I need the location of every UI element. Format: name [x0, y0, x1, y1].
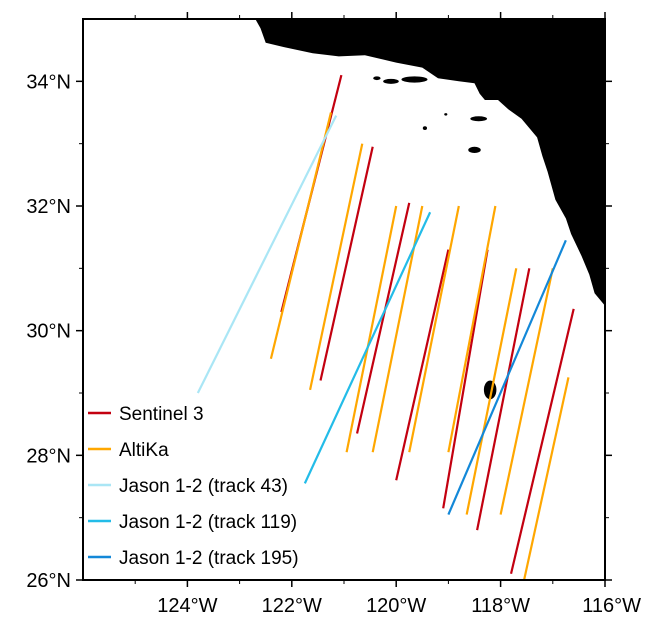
- track-layer: [196, 74, 575, 580]
- track-jason-119: [303, 211, 432, 484]
- track-jason-43: [196, 115, 338, 394]
- lat-tick-label: 26°N: [26, 570, 71, 592]
- track-altika: [345, 205, 398, 453]
- island: [470, 116, 488, 122]
- legend-label: Jason 1-2 (track 119): [119, 512, 297, 533]
- legend-label: Jason 1-2 (track 43): [119, 476, 288, 497]
- island: [444, 113, 448, 116]
- track-sentinel3: [476, 268, 531, 531]
- legend-label: Sentinel 3: [119, 404, 204, 425]
- track-altika: [465, 268, 518, 515]
- legend-label: AltiKa: [119, 440, 169, 461]
- lon-tick-label: 122°W: [262, 595, 322, 617]
- legend-label: Jason 1-2 (track 195): [119, 548, 299, 569]
- lat-tick-label: 30°N: [26, 321, 71, 343]
- track-sentinel3: [442, 249, 489, 509]
- legend: Sentinel 3 AltiKa Jason 1-2 (track 43) Jaso…: [88, 404, 299, 569]
- lat-tick-label: 32°N: [26, 196, 71, 218]
- island: [468, 146, 481, 154]
- track-altika: [408, 205, 460, 453]
- lon-tick-label: 118°W: [471, 595, 530, 617]
- tick-layer: 34°N 32°N 30°N 28°N 26°N 124°W 122°W 120°W 118°W…: [26, 12, 641, 617]
- lon-tick-label: 116°W: [582, 595, 641, 617]
- track-sentinel3: [509, 308, 575, 575]
- track-sentinel3: [395, 249, 450, 481]
- lon-tick-label: 120°W: [366, 595, 426, 617]
- track-altika: [499, 268, 554, 515]
- track-jason-195: [447, 239, 567, 515]
- island: [373, 76, 381, 81]
- island: [422, 126, 427, 130]
- coastline-land: [255, 19, 605, 306]
- lat-tick-label: 28°N: [26, 445, 71, 467]
- land-layer: [255, 19, 605, 400]
- track-sentinel3: [319, 146, 374, 381]
- island: [401, 76, 428, 83]
- island: [383, 78, 399, 84]
- lat-tick-label: 34°N: [26, 71, 71, 93]
- lon-tick-label: 124°W: [157, 595, 217, 617]
- track-altika: [447, 205, 497, 453]
- track-altika: [308, 143, 364, 391]
- track-altika: [269, 112, 333, 359]
- track-sentinel3: [355, 202, 411, 434]
- track-altika: [523, 377, 570, 580]
